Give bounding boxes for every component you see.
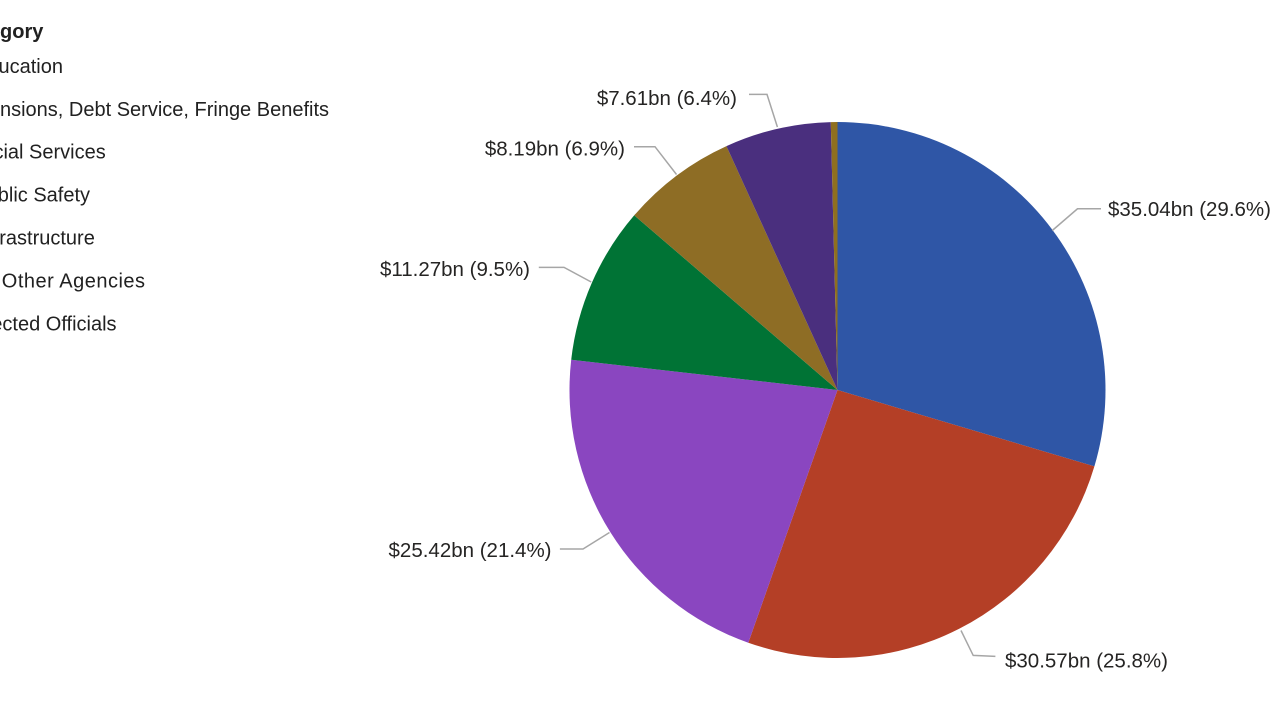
svg-text:$11.27bn (9.5%): $11.27bn (9.5%) [380,258,530,281]
svg-text:Infrastructure: Infrastructure [0,228,95,250]
svg-text:$35.04bn (29.6%): $35.04bn (29.6%) [1108,198,1271,221]
svg-text:$7.61bn (6.4%): $7.61bn (6.4%) [597,87,737,110]
svg-text:Pensions, Debt Service, Fringe: Pensions, Debt Service, Fringe Benefits [0,99,329,121]
svg-text:Elected Officials: Elected Officials [0,314,117,336]
svg-text:$25.42bn (21.4%): $25.42bn (21.4%) [389,539,552,562]
svg-text:All Other Agencies: All Other Agencies [0,271,146,293]
svg-text:$30.57bn (25.8%): $30.57bn (25.8%) [1005,650,1168,673]
svg-text:Public Safety: Public Safety [0,185,90,207]
svg-text:Education: Education [0,56,63,78]
svg-text:$8.19bn (6.9%): $8.19bn (6.9%) [485,138,625,161]
svg-text:Category: Category [0,21,44,43]
svg-text:Social Services: Social Services [0,142,106,164]
